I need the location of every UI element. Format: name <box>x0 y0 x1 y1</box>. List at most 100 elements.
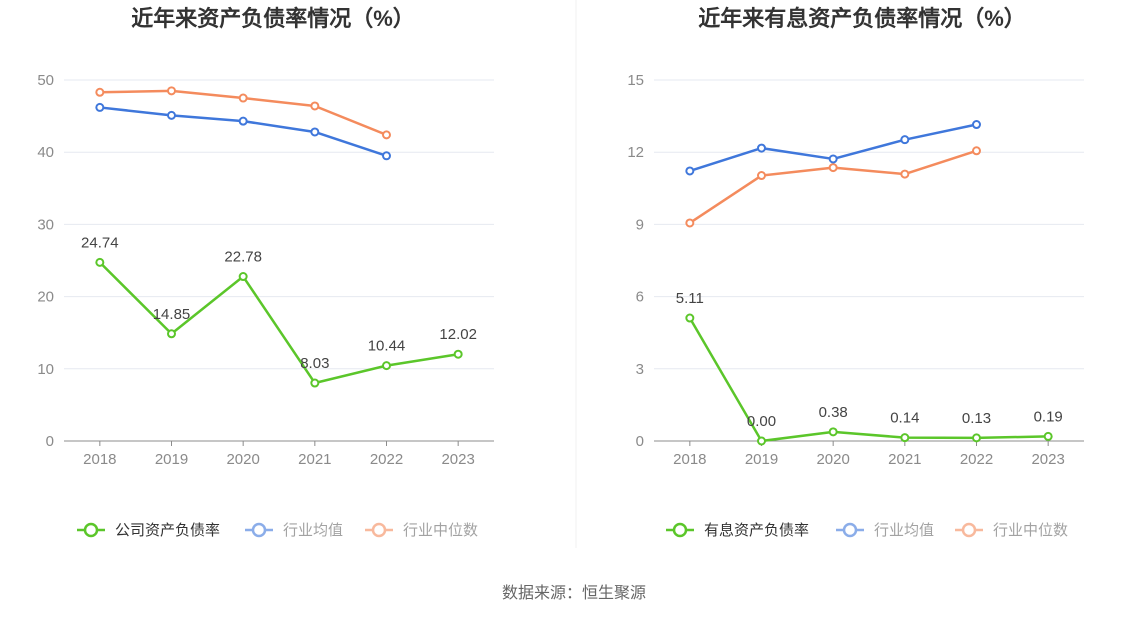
data-label: 0.19 <box>1034 408 1063 425</box>
data-point[interactable] <box>95 257 105 267</box>
series-1 <box>95 102 391 161</box>
data-label: 0.14 <box>890 410 919 427</box>
series-0: 24.74 14.85 22.78 8.03 10.44 12.02 <box>81 234 477 388</box>
data-label: 12.02 <box>439 326 477 343</box>
legend-label: 行业均值 <box>283 522 343 539</box>
series-line <box>99 106 387 157</box>
data-point[interactable] <box>382 151 391 161</box>
data-point[interactable] <box>972 146 981 156</box>
x-tick-label: 2018 <box>673 451 706 468</box>
data-label: 5.11 <box>676 290 704 307</box>
data-point[interactable] <box>757 143 766 153</box>
legend-marker-icon <box>83 522 99 538</box>
y-tick-label: 6 <box>636 289 644 306</box>
data-point[interactable] <box>310 127 320 137</box>
data-point[interactable] <box>310 101 320 111</box>
legend-item[interactable]: 公司资产负债率 <box>77 522 220 539</box>
data-label: 0.13 <box>962 410 991 427</box>
data-point[interactable] <box>167 110 176 120</box>
x-tick-label: 2018 <box>83 451 116 468</box>
chart-title: 近年来有息资产负债率情况（%） <box>698 6 1026 31</box>
series-1 <box>685 120 981 176</box>
data-point[interactable] <box>1043 431 1053 441</box>
y-tick-label: 20 <box>37 289 54 306</box>
x-tick-label: 2020 <box>816 451 849 468</box>
x-tick-label: 2019 <box>155 451 188 468</box>
x-tick-label: 2022 <box>960 451 993 468</box>
data-point[interactable] <box>828 154 838 164</box>
series-0: 5.11 0.00 0.38 0.14 0.13 0.19 <box>676 290 1063 446</box>
y-tick-label: 9 <box>636 216 644 233</box>
legend-label: 公司资产负债率 <box>115 522 220 539</box>
legend-item[interactable]: 有息资产负债率 <box>666 522 809 539</box>
data-point[interactable] <box>382 130 391 140</box>
legend-label: 有息资产负债率 <box>704 522 809 539</box>
data-point[interactable] <box>238 272 248 282</box>
y-tick-label: 15 <box>627 72 644 89</box>
y-tick-label: 0 <box>46 433 54 450</box>
data-point[interactable] <box>900 135 910 145</box>
chart-interest-bearing-debt-ratio: 近年来有息资产负债率情况（%） 0 3 6 9 12 15 2018 2019 2020 2021… <box>627 6 1084 539</box>
data-point[interactable] <box>382 361 391 371</box>
y-tick-label: 12 <box>627 144 644 161</box>
data-source-note: 数据来源：恒生聚源 <box>502 584 646 602</box>
data-point[interactable] <box>238 116 248 126</box>
y-tick-label: 0 <box>636 433 644 450</box>
legend-item[interactable]: 行业均值 <box>245 522 343 539</box>
series-line <box>688 317 1049 443</box>
data-label: 22.78 <box>224 249 262 266</box>
x-tick-label: 2019 <box>745 451 778 468</box>
legend-marker-icon <box>251 522 267 538</box>
y-tick-label: 30 <box>37 216 54 233</box>
data-point[interactable] <box>453 349 463 359</box>
data-label: 0.38 <box>819 404 848 421</box>
series-line <box>98 261 459 385</box>
x-tick-label: 2023 <box>441 451 474 468</box>
y-tick-label: 50 <box>37 72 54 89</box>
legend-item[interactable]: 行业中位数 <box>955 522 1068 539</box>
chart-debt-ratio: 近年来资产负债率情况（%） 0 10 20 30 40 50 2018 2019 2020 202… <box>37 6 494 539</box>
data-point[interactable] <box>972 433 981 443</box>
data-point[interactable] <box>95 87 105 97</box>
y-tick-label: 40 <box>37 144 54 161</box>
data-point[interactable] <box>685 166 695 176</box>
data-point[interactable] <box>685 313 695 323</box>
data-label: 14.85 <box>153 306 191 323</box>
data-point[interactable] <box>238 93 248 103</box>
series-2 <box>95 86 391 140</box>
legend-marker-icon <box>672 522 688 538</box>
data-point[interactable] <box>757 171 766 181</box>
x-tick-label: 2021 <box>298 451 331 468</box>
data-point[interactable] <box>900 433 910 443</box>
x-tick-label: 2020 <box>226 451 259 468</box>
legend-marker-icon <box>842 522 858 538</box>
data-point[interactable] <box>167 329 176 339</box>
legend-label: 行业中位数 <box>403 522 478 539</box>
data-point[interactable] <box>95 102 105 112</box>
legend-label: 行业均值 <box>874 522 934 539</box>
series-2 <box>685 146 981 228</box>
legend-label: 行业中位数 <box>993 522 1068 539</box>
data-label: 10.44 <box>368 338 406 355</box>
legend-item[interactable]: 行业中位数 <box>365 522 478 539</box>
data-label: 24.74 <box>81 234 119 251</box>
data-point[interactable] <box>167 86 176 96</box>
data-point[interactable] <box>685 218 695 228</box>
data-point[interactable] <box>972 120 981 130</box>
data-point[interactable] <box>828 163 838 173</box>
data-label: 8.03 <box>300 355 329 372</box>
legend-marker-icon <box>961 522 977 538</box>
data-point[interactable] <box>900 169 910 179</box>
legend-marker-icon <box>371 522 387 538</box>
x-tick-label: 2021 <box>888 451 921 468</box>
data-point[interactable] <box>757 436 766 446</box>
data-label: 0.00 <box>747 413 776 430</box>
y-tick-label: 10 <box>37 361 54 378</box>
chart-title: 近年来资产负债率情况（%） <box>131 6 415 31</box>
data-point[interactable] <box>310 378 320 388</box>
legend-item[interactable]: 行业均值 <box>836 522 934 539</box>
x-tick-label: 2022 <box>370 451 403 468</box>
x-tick-label: 2023 <box>1031 451 1064 468</box>
data-point[interactable] <box>828 427 838 437</box>
